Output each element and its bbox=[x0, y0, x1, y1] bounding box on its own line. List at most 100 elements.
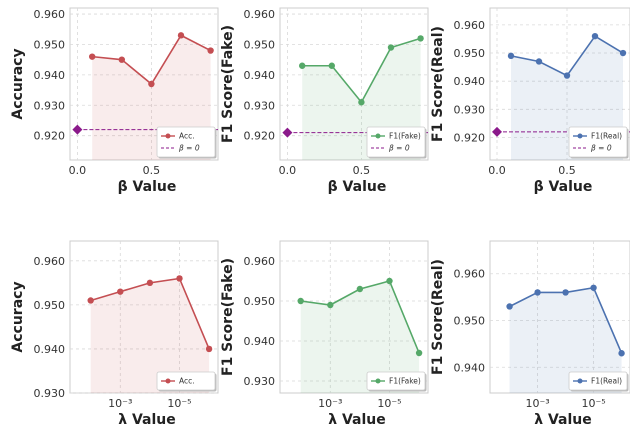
x-tick-label: 0.0 bbox=[69, 164, 87, 177]
data-point bbox=[205, 345, 213, 353]
y-tick-label: 0.940 bbox=[34, 69, 66, 82]
data-point bbox=[415, 349, 423, 357]
x-axis-label: β Value bbox=[118, 179, 177, 195]
x-axis-label: β Value bbox=[534, 179, 593, 195]
legend: F1(Fake) bbox=[366, 371, 427, 392]
y-axis-label: F1 Score(Real) bbox=[430, 259, 446, 375]
y-tick-label: 0.940 bbox=[34, 343, 66, 356]
y-tick-label: 0.960 bbox=[454, 19, 486, 32]
legend-marker bbox=[375, 133, 381, 139]
y-tick-label: 0.940 bbox=[454, 75, 486, 88]
x-tick-label: 10⁻³ bbox=[108, 397, 132, 410]
data-point bbox=[117, 288, 124, 295]
y-tick-label: 0.930 bbox=[454, 103, 486, 116]
y-tick-label: 0.930 bbox=[34, 387, 66, 400]
data-point bbox=[358, 99, 365, 106]
legend-marker bbox=[577, 378, 583, 384]
x-tick-label: 10⁻³ bbox=[525, 397, 549, 410]
x-axis-label: λ Value bbox=[534, 412, 592, 428]
y-tick-label: 0.960 bbox=[244, 255, 276, 268]
y-tick-label: 0.930 bbox=[244, 375, 276, 388]
data-point bbox=[590, 284, 597, 291]
legend: F1(Real) bbox=[568, 371, 629, 392]
x-tick-label: 0.0 bbox=[488, 164, 506, 177]
data-point bbox=[207, 47, 214, 54]
data-point bbox=[591, 32, 599, 40]
legend-marker bbox=[577, 133, 583, 139]
x-tick-label: 0.5 bbox=[353, 164, 371, 177]
series-area bbox=[509, 287, 622, 393]
x-tick-label: 0.5 bbox=[143, 164, 161, 177]
data-point bbox=[328, 62, 335, 69]
legend-label: β = 0 bbox=[389, 144, 410, 153]
y-axis-label: F1 Score(Fake) bbox=[220, 25, 236, 143]
legend: F1(Fake) β = 0 bbox=[366, 126, 427, 159]
data-point bbox=[534, 289, 541, 296]
legend-box bbox=[568, 371, 628, 391]
legend: Acc. bbox=[156, 371, 217, 392]
y-tick-label: 0.950 bbox=[454, 315, 486, 328]
y-tick-label: 0.930 bbox=[34, 99, 66, 112]
y-axis-label: Accuracy bbox=[10, 48, 26, 119]
y-tick-label: 0.960 bbox=[34, 8, 66, 21]
y-tick-label: 0.920 bbox=[454, 131, 486, 144]
series-area bbox=[90, 278, 210, 393]
x-axis-label: λ Value bbox=[118, 412, 176, 428]
subplot-2: 0.920 0.930 0.940 0.950 0.960 0.0 0.5 F1 Score(… bbox=[220, 7, 429, 195]
data-point bbox=[387, 44, 395, 51]
baseline-marker bbox=[72, 124, 83, 135]
y-tick-label: 0.930 bbox=[244, 99, 276, 112]
legend-label: F1(Fake) bbox=[389, 132, 421, 141]
legend-marker bbox=[375, 378, 381, 384]
y-tick-label: 0.940 bbox=[454, 361, 486, 374]
y-tick-label: 0.940 bbox=[244, 335, 276, 348]
data-point bbox=[118, 56, 126, 63]
legend-label: Acc. bbox=[179, 377, 195, 386]
x-tick-label: 10⁻⁵ bbox=[167, 397, 191, 410]
legend-box bbox=[568, 126, 628, 158]
data-point bbox=[386, 277, 393, 285]
data-point bbox=[562, 289, 569, 296]
data-point bbox=[618, 350, 625, 357]
legend-label: β = 0 bbox=[179, 144, 200, 153]
data-point bbox=[506, 303, 513, 310]
x-axis-label: β Value bbox=[328, 179, 387, 195]
subplot-4: 0.930 0.940 0.950 0.960 10⁻³ 10⁻⁵ Accuracy λ Va… bbox=[10, 240, 219, 428]
y-axis-label: F1 Score(Real) bbox=[430, 26, 446, 142]
baseline-marker bbox=[492, 126, 502, 137]
legend-marker bbox=[165, 378, 171, 384]
baseline-marker bbox=[282, 127, 293, 138]
x-tick-label: 10⁻⁵ bbox=[581, 397, 605, 410]
legend-label: F1(Real) bbox=[591, 132, 622, 141]
y-tick-label: 0.950 bbox=[34, 299, 66, 312]
legend: Acc. β = 0 bbox=[156, 126, 217, 159]
legend-marker bbox=[165, 133, 171, 139]
data-point bbox=[417, 35, 424, 42]
data-point bbox=[619, 49, 627, 57]
data-point bbox=[535, 58, 543, 65]
data-point bbox=[148, 80, 155, 88]
series-area bbox=[300, 281, 420, 393]
subplot-5: 0.930 0.940 0.950 0.960 10⁻³ 10⁻⁵ F1 Score(Fak… bbox=[220, 240, 429, 428]
x-tick-label: 10⁻³ bbox=[318, 397, 342, 410]
data-point bbox=[507, 52, 515, 60]
subplot-1: 0.920 0.930 0.940 0.950 0.960 0.0 0.5 Accuracy β… bbox=[10, 7, 219, 195]
y-tick-label: 0.950 bbox=[244, 295, 276, 308]
legend-label: Acc. bbox=[179, 132, 195, 141]
legend: F1(Real) β = 0 bbox=[568, 126, 629, 159]
legend-box bbox=[156, 126, 216, 158]
legend-box bbox=[366, 371, 426, 391]
legend-box bbox=[156, 371, 216, 391]
data-point bbox=[177, 32, 185, 39]
y-tick-label: 0.950 bbox=[244, 38, 276, 51]
data-point bbox=[327, 301, 334, 309]
subplot-3: 0.920 0.930 0.940 0.950 0.960 0.0 0.5 F1 Score(… bbox=[430, 7, 630, 195]
y-tick-label: 0.920 bbox=[34, 130, 66, 143]
x-tick-label: 0.5 bbox=[558, 164, 576, 177]
y-tick-label: 0.940 bbox=[244, 69, 276, 82]
x-axis-label: λ Value bbox=[328, 412, 386, 428]
data-point bbox=[176, 275, 183, 282]
y-tick-label: 0.960 bbox=[244, 8, 276, 21]
legend-label: F1(Real) bbox=[591, 377, 622, 386]
